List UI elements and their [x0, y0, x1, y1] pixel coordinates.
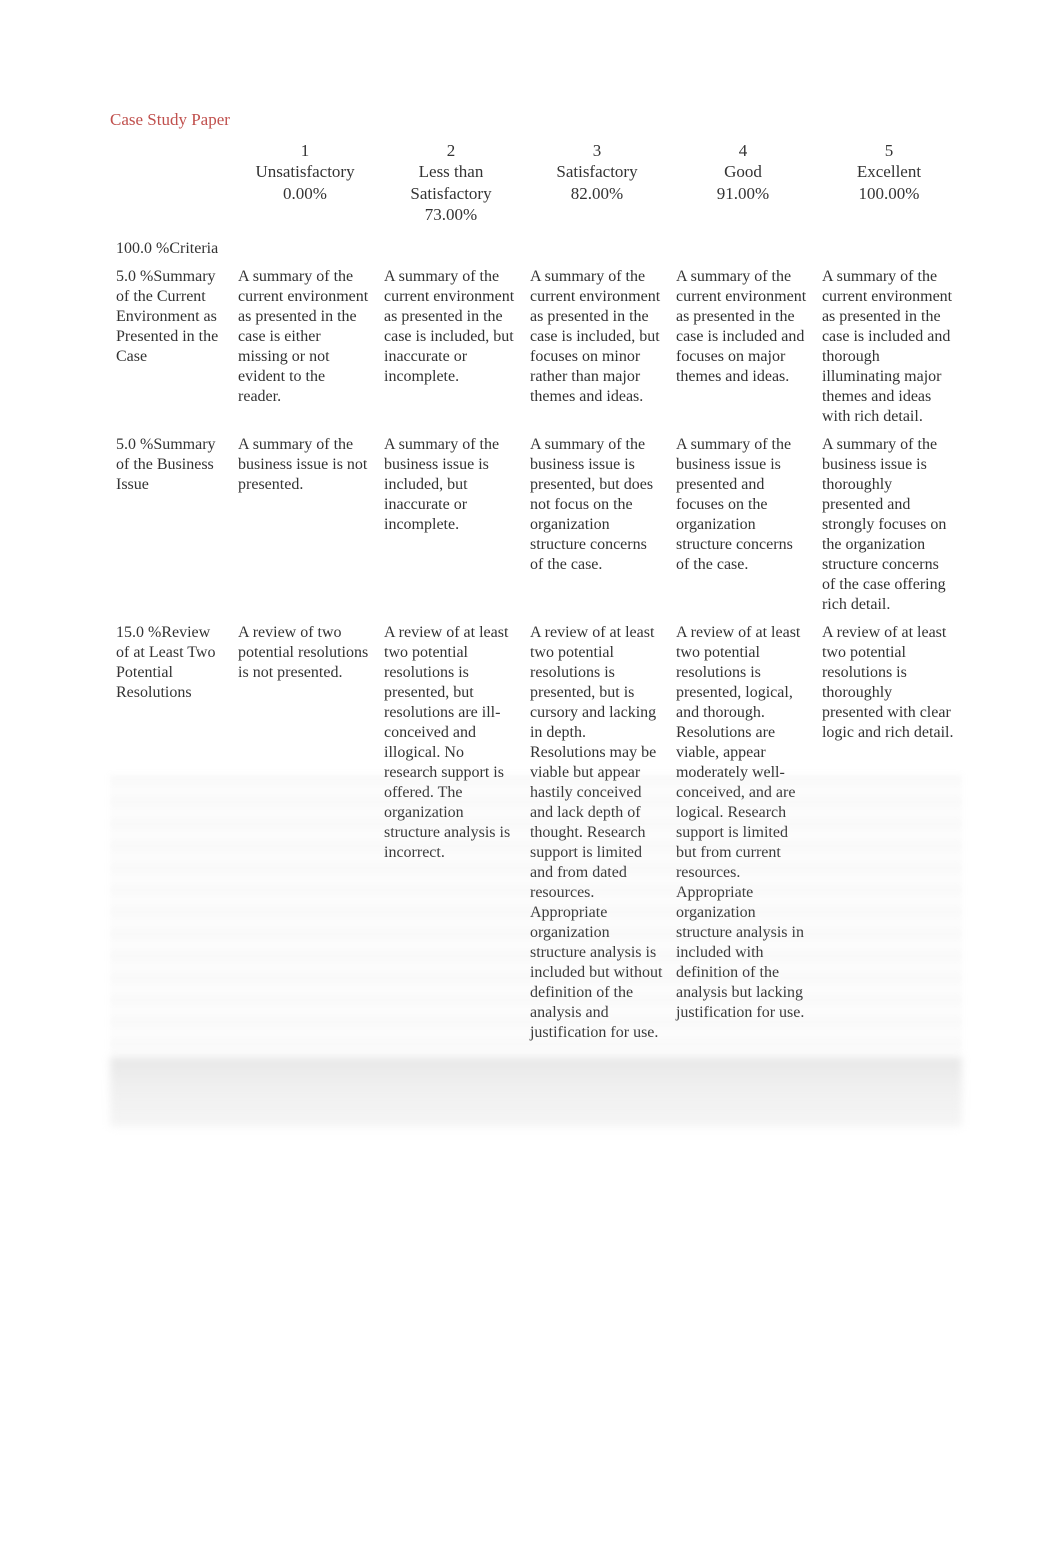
level-cell: A summary of the business issue is not p…	[232, 431, 378, 619]
header-row: 1 Unsatisfactory 0.00% 2 Less than Satis…	[110, 136, 962, 235]
level-cell: A summary of the current environment as …	[378, 263, 524, 431]
col-header-2: 2 Less than Satisfactory 73.00%	[378, 136, 524, 235]
col-header-5: 5 Excellent 100.00%	[816, 136, 962, 235]
empty-cell	[816, 235, 962, 263]
col-header-4: 4 Good 91.00%	[670, 136, 816, 235]
empty-cell	[232, 235, 378, 263]
empty-cell	[524, 235, 670, 263]
col-pct: 82.00%	[530, 183, 664, 204]
col-num: 2	[384, 140, 518, 161]
col-label: Good	[676, 161, 810, 182]
empty-cell	[378, 235, 524, 263]
col-num: 4	[676, 140, 810, 161]
rubric-table: 1 Unsatisfactory 0.00% 2 Less than Satis…	[110, 136, 962, 1047]
criteria-cell: 15.0 %Review of at Least Two Potential R…	[110, 619, 232, 1047]
level-cell: A review of at least two potential resol…	[816, 619, 962, 1047]
col-num: 5	[822, 140, 956, 161]
rubric-row: 5.0 %Summary of the Current Environment …	[110, 263, 962, 431]
col-pct: 91.00%	[676, 183, 810, 204]
page-title: Case Study Paper	[110, 110, 962, 130]
level-cell: A summary of the business issue is inclu…	[378, 431, 524, 619]
col-num: 1	[238, 140, 372, 161]
col-label: Satisfactory	[530, 161, 664, 182]
criteria-cell: 5.0 %Summary of the Business Issue	[110, 431, 232, 619]
col-pct: 73.00%	[384, 204, 518, 225]
level-cell: A review of two potential resolutions is…	[232, 619, 378, 1047]
col-header-3: 3 Satisfactory 82.00%	[524, 136, 670, 235]
level-cell: A summary of the current environment as …	[816, 263, 962, 431]
rubric-row: 5.0 %Summary of the Business Issue A sum…	[110, 431, 962, 619]
rubric-row: 15.0 %Review of at Least Two Potential R…	[110, 619, 962, 1047]
col-num: 3	[530, 140, 664, 161]
criteria-header-cell: 100.0 %Criteria	[110, 235, 232, 263]
col-label: Excellent	[822, 161, 956, 182]
level-cell: A summary of the current environment as …	[524, 263, 670, 431]
col-header-1: 1 Unsatisfactory 0.00%	[232, 136, 378, 235]
col-label: Less than Satisfactory	[384, 161, 518, 204]
empty-cell	[670, 235, 816, 263]
level-cell: A summary of the current environment as …	[670, 263, 816, 431]
criteria-header-blank	[110, 136, 232, 235]
col-label: Unsatisfactory	[238, 161, 372, 182]
level-cell: A review of at least two potential resol…	[378, 619, 524, 1047]
level-cell: A review of at least two potential resol…	[670, 619, 816, 1047]
level-cell: A review of at least two potential resol…	[524, 619, 670, 1047]
criteria-header-row: 100.0 %Criteria	[110, 235, 962, 263]
criteria-cell: 5.0 %Summary of the Current Environment …	[110, 263, 232, 431]
col-pct: 0.00%	[238, 183, 372, 204]
col-pct: 100.00%	[822, 183, 956, 204]
level-cell: A summary of the business issue is prese…	[670, 431, 816, 619]
level-cell: A summary of the business issue is prese…	[524, 431, 670, 619]
blurred-content-strip	[110, 1057, 962, 1127]
level-cell: A summary of the business issue is thoro…	[816, 431, 962, 619]
level-cell-text: A review of at least two potential resol…	[822, 624, 954, 741]
level-cell: A summary of the current environment as …	[232, 263, 378, 431]
